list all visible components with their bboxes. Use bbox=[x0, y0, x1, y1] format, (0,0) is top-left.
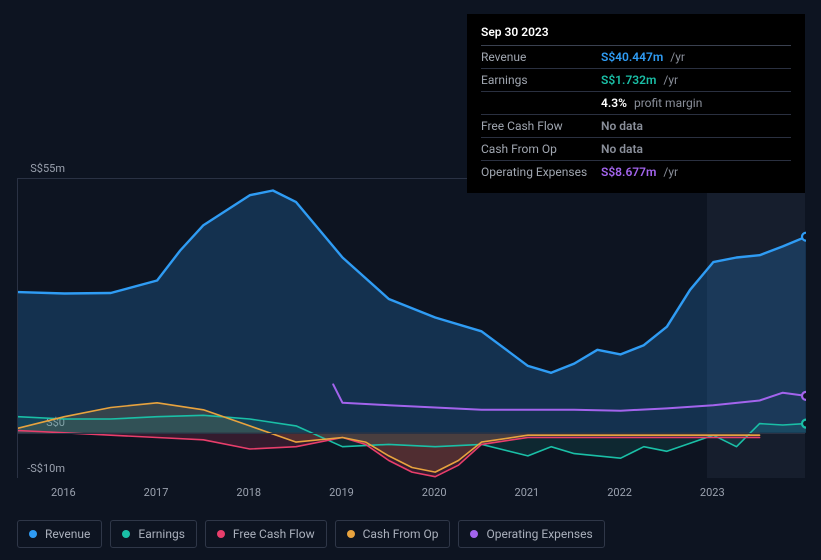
legend-label: Revenue bbox=[45, 527, 90, 541]
gridline-zero bbox=[18, 433, 805, 434]
tooltip-row: RevenueS$40.447m /yr bbox=[481, 46, 791, 69]
tooltip-row: Free Cash FlowNo data bbox=[481, 115, 791, 138]
revenue-fill bbox=[18, 191, 806, 433]
tooltip-label: Operating Expenses bbox=[481, 165, 601, 179]
legend-label: Earnings bbox=[138, 527, 185, 541]
legend-item[interactable]: Cash From Op bbox=[335, 520, 451, 548]
plot-area[interactable] bbox=[17, 178, 805, 478]
chart-area: S$55m S$0 -S$10m 20162017201820192020202… bbox=[17, 160, 805, 478]
y-axis-max: S$55m bbox=[17, 162, 65, 175]
legend-label: Operating Expenses bbox=[486, 527, 592, 541]
legend-item[interactable]: Operating Expenses bbox=[458, 520, 604, 548]
legend: Revenue Earnings Free Cash Flow Cash From O… bbox=[17, 520, 605, 548]
tooltip-value: S$1.732m /yr bbox=[601, 73, 678, 87]
tooltip-value: No data bbox=[601, 142, 643, 156]
end-marker bbox=[802, 233, 806, 241]
legend-item[interactable]: Free Cash Flow bbox=[205, 520, 327, 548]
tooltip-label: Free Cash Flow bbox=[481, 119, 601, 133]
tooltip-label: Cash From Op bbox=[481, 142, 601, 156]
tooltip-label: Earnings bbox=[481, 73, 601, 87]
x-axis-label: 2020 bbox=[422, 486, 447, 499]
tooltip-rows: RevenueS$40.447m /yrEarningsS$1.732m /yr… bbox=[481, 46, 791, 183]
legend-dot-icon bbox=[29, 530, 37, 538]
tooltip-label: Revenue bbox=[481, 50, 601, 64]
x-axis-label: 2021 bbox=[515, 486, 540, 499]
legend-label: Cash From Op bbox=[363, 527, 439, 541]
tooltip-row: Cash From OpNo data bbox=[481, 138, 791, 161]
chart-panel: Sep 30 2023 RevenueS$40.447m /yrEarnings… bbox=[0, 0, 821, 560]
end-marker bbox=[802, 392, 806, 400]
x-axis-label: 2023 bbox=[700, 486, 725, 499]
legend-label: Free Cash Flow bbox=[233, 527, 315, 541]
tooltip-row: 4.3% profit margin bbox=[481, 92, 791, 115]
tooltip-value: S$40.447m /yr bbox=[601, 50, 685, 64]
x-axis-label: 2017 bbox=[144, 486, 169, 499]
tooltip-row: EarningsS$1.732m /yr bbox=[481, 69, 791, 92]
tooltip-date: Sep 30 2023 bbox=[481, 22, 791, 46]
legend-dot-icon bbox=[217, 530, 225, 538]
legend-dot-icon bbox=[122, 530, 130, 538]
chart-svg bbox=[18, 179, 806, 479]
legend-item[interactable]: Revenue bbox=[17, 520, 102, 548]
x-axis-label: 2022 bbox=[607, 486, 632, 499]
tooltip-value: No data bbox=[601, 119, 643, 133]
legend-dot-icon bbox=[470, 530, 478, 538]
x-axis-label: 2018 bbox=[236, 486, 261, 499]
x-axis-labels: 2016 2017 2018 2019 2020 2021 2022 2023 bbox=[17, 486, 805, 506]
tooltip-value: 4.3% profit margin bbox=[601, 96, 702, 110]
legend-item[interactable]: Earnings bbox=[110, 520, 197, 548]
legend-dot-icon bbox=[347, 530, 355, 538]
tooltip-value: S$8.677m /yr bbox=[601, 165, 678, 179]
x-axis-label: 2019 bbox=[329, 486, 354, 499]
data-tooltip: Sep 30 2023 RevenueS$40.447m /yrEarnings… bbox=[467, 14, 805, 193]
tooltip-row: Operating ExpensesS$8.677m /yr bbox=[481, 161, 791, 183]
tooltip-label bbox=[481, 96, 601, 110]
end-marker bbox=[802, 420, 806, 428]
x-axis-label: 2016 bbox=[51, 486, 76, 499]
